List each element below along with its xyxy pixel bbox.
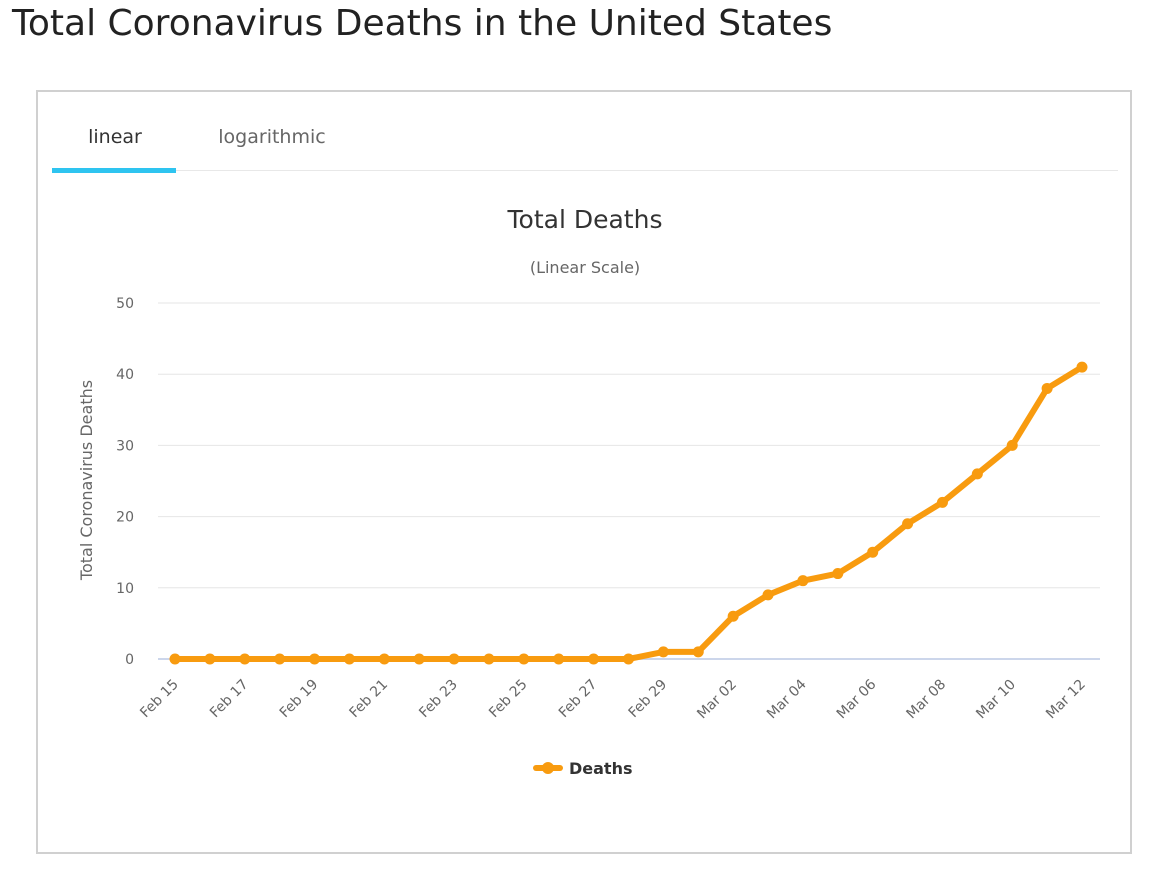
y-axis-ticks: 0 10 20 30 40 50 [116,296,134,668]
y-tick-label: 50 [116,296,134,312]
data-point [239,653,251,665]
y-tick-label: 40 [116,367,134,383]
data-point [309,653,321,665]
data-point [413,653,425,665]
x-tick-label: Mar 08 [904,677,950,723]
active-tab-indicator [52,168,176,173]
y-axis-title: Total Coronavirus Deaths [77,380,96,581]
legend[interactable]: Deaths [533,759,633,778]
legend-label-deaths: Deaths [569,759,633,778]
tab-logarithmic[interactable]: logarithmic [202,122,342,170]
x-tick-label: Mar 04 [764,676,810,722]
x-axis-ticks: Feb 15 Feb 17 Feb 19 Feb 21 Feb 23 Feb 25 Feb … [137,676,1089,722]
y-tick-label: 0 [125,652,134,668]
x-tick-label: Feb 25 [486,677,531,722]
x-tick-label: Mar 10 [973,677,1019,723]
data-point [483,653,495,665]
data-point [762,589,774,601]
x-tick-label: Feb 19 [277,677,322,722]
x-tick-label: Feb 29 [626,677,671,722]
x-tick-label: Feb 23 [416,677,461,722]
x-tick-label: Feb 15 [137,677,182,722]
tab-linear-label: linear [88,126,142,148]
x-tick-label: Feb 27 [556,677,601,722]
page-title: Total Coronavirus Deaths in the United S… [12,3,833,44]
y-tick-label: 20 [116,510,134,526]
x-tick-label: Mar 02 [694,677,740,723]
data-point [657,646,669,658]
data-point [971,468,983,480]
chart-panel: linear logarithmic Total Deaths (Linear … [36,90,1132,854]
data-point [588,653,600,665]
data-point [1041,382,1053,394]
data-point [518,653,530,665]
tab-logarithmic-label: logarithmic [218,126,326,148]
data-point [378,653,390,665]
y-tick-label: 30 [116,438,134,454]
data-point [902,518,914,530]
data-point [343,653,355,665]
chart-subtitle: (Linear Scale) [530,258,640,277]
y-tick-label: 10 [116,581,134,597]
grid-lines [158,302,1100,660]
deaths-chart: Total Deaths (Linear Scale) Total Corona… [77,205,1100,778]
data-point [204,653,216,665]
series-deaths [169,361,1088,665]
series-line-deaths [172,364,1085,662]
data-point [553,653,565,665]
data-point [797,575,809,587]
data-point [274,653,286,665]
data-point [727,610,739,622]
data-point [448,653,460,665]
data-point [1006,439,1018,451]
data-point [832,568,844,580]
data-point [1076,361,1088,373]
x-tick-label: Feb 17 [207,677,252,722]
x-tick-label: Feb 21 [347,677,392,722]
data-point [623,653,634,665]
chart-title: Total Deaths [507,205,663,234]
x-tick-label: Mar 12 [1043,677,1089,723]
data-point [169,653,181,665]
data-point [936,496,948,508]
tab-linear[interactable]: linear [52,122,178,173]
legend-marker-symbol [542,762,554,774]
scale-tabs: linear logarithmic [52,92,1118,173]
data-point [692,646,704,658]
x-tick-label: Mar 06 [834,676,880,722]
data-point [867,546,879,558]
